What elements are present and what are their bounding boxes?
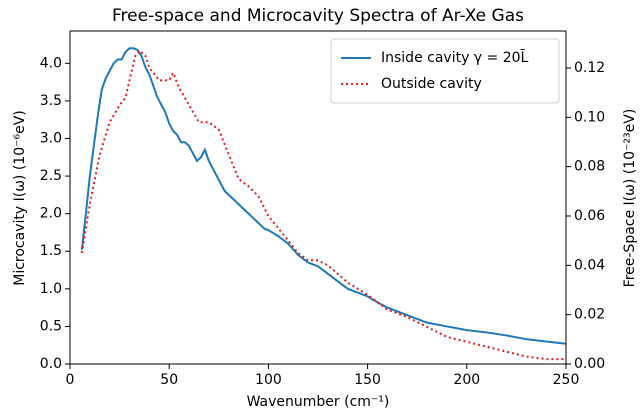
legend-box	[330, 38, 560, 104]
y2-tick-label: 0.06	[574, 208, 605, 224]
y-tick-label: 2.0	[40, 206, 62, 222]
plot-frame	[69, 30, 567, 365]
y2-tick-label: 0.12	[574, 60, 605, 76]
y-tick-label: 2.5	[40, 168, 62, 184]
x-tick-label: 50	[160, 372, 178, 388]
y-tick-label: 1.5	[40, 243, 62, 259]
y2-axis-label: Free-Space I(ω) (10⁻²³eV)	[622, 109, 638, 288]
data-line	[80, 47, 567, 345]
legend-label: Inside cavity γ = 20L̄	[381, 48, 529, 66]
y2-tick-label: 0.08	[574, 159, 605, 175]
x-tick-label: 150	[354, 372, 381, 388]
x-tick-label: 100	[255, 372, 282, 388]
chart-title: Free-space and Microcavity Spectra of Ar…	[112, 6, 524, 26]
y2-tick-label: 0.02	[574, 307, 605, 323]
x-tick-label: 200	[453, 372, 480, 388]
y2-tick-label: 0.10	[574, 109, 605, 125]
legend-label: Outside cavity	[381, 76, 482, 92]
y-tick-label: 1.0	[40, 281, 62, 297]
y2-tick-label: 0.04	[574, 257, 605, 273]
x-tick-label: 250	[553, 372, 580, 388]
y-axis-label: Microcavity I(ω) (10⁻⁶eV)	[12, 110, 28, 286]
y-tick-label: 3.0	[40, 130, 62, 146]
y-tick-label: 4.0	[40, 55, 62, 71]
x-axis-label: Wavenumber (cm⁻¹)	[247, 394, 390, 410]
y-tick-label: 3.5	[40, 93, 62, 109]
y-tick-label: 0.0	[40, 356, 62, 372]
y2-tick-label: 0.00	[574, 356, 605, 372]
y-tick-label: 0.5	[40, 318, 62, 334]
x-tick-label: 0	[66, 372, 75, 388]
